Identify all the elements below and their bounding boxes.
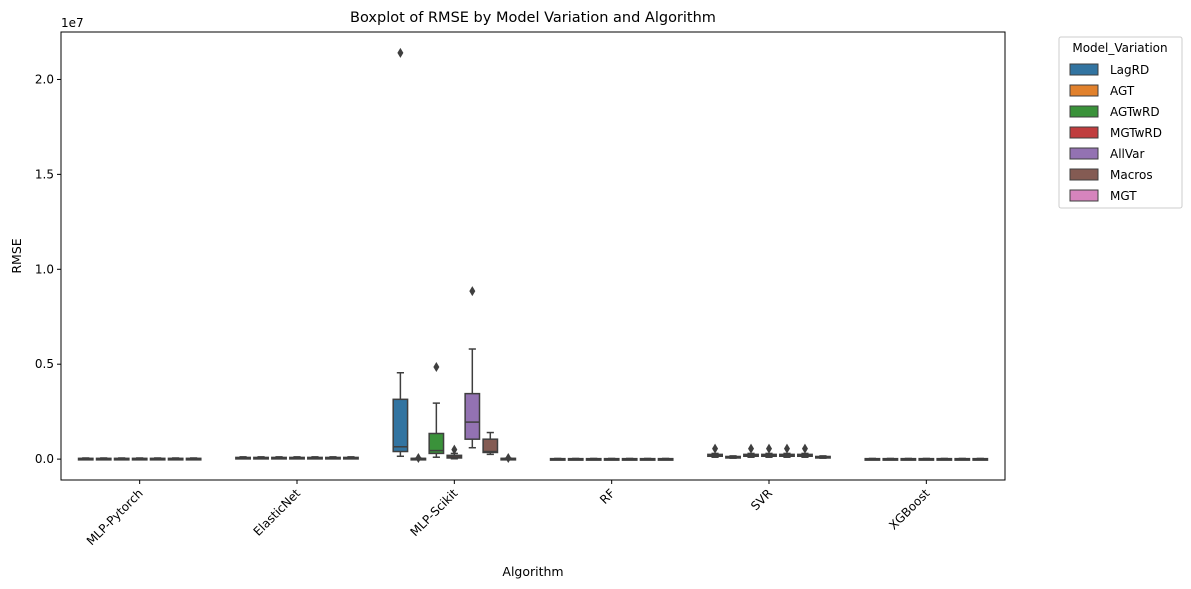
outlier-marker (505, 452, 512, 463)
box-agtwrd-elasticnet (271, 456, 287, 460)
box-mgtwrd-mlp-pytorch (131, 457, 148, 461)
legend-swatch-mgt (1069, 189, 1099, 202)
box-allvar-mlp-scikit (464, 286, 481, 449)
x-axis-label: Algorithm (502, 564, 563, 579)
box-macros-elasticnet (325, 456, 341, 460)
legend-swatch-mgtwrd (1069, 126, 1099, 139)
box-body (392, 398, 409, 453)
legend-label-allvar: AllVar (1110, 147, 1145, 161)
box-allvar-xgboost (936, 457, 953, 461)
legend-swatch-agt (1069, 84, 1099, 97)
box-agtwrd-rf (585, 457, 602, 461)
box-agtwrd-mlp-pytorch (113, 457, 130, 461)
outlier-marker (397, 47, 404, 58)
x-tick-label: RF (597, 486, 618, 507)
box-mgt-mlp-scikit (500, 452, 517, 463)
box-agtwrd-mlp-scikit (428, 362, 445, 458)
chart-title: Boxplot of RMSE by Model Variation and A… (350, 10, 716, 26)
x-tick-label: ElasticNet (251, 486, 304, 539)
outlier-marker (801, 443, 808, 454)
y-axis-offset-text: 1e7 (61, 16, 84, 30)
legend-label-agt: AGT (1110, 84, 1135, 98)
box-allvar-rf (621, 457, 638, 461)
box-lagrd-svr (707, 443, 723, 458)
box-body (428, 432, 445, 455)
box-lagrd-mlp-pytorch (77, 457, 94, 461)
y-axis-ticks: 0.0 0.5 1.0 1.5 2.0 (35, 72, 61, 466)
box-lagrd-xgboost (864, 457, 881, 461)
x-axis-ticks: MLP-Pytorch ElasticNet MLP-Scikit RF SVR XGBo… (84, 480, 933, 548)
box-lagrd-rf (549, 457, 566, 461)
x-tick-label: MLP-Scikit (407, 486, 460, 539)
legend-swatch-macros (1069, 168, 1099, 181)
y-axis-label: RMSE (9, 238, 24, 273)
box-mgtwrd-mlp-scikit (446, 444, 463, 460)
box-body (464, 392, 481, 440)
outlier-marker (766, 443, 772, 454)
box-agt-svr (725, 455, 741, 459)
box-mgtwrd-rf (603, 457, 620, 461)
box-macros-mlp-scikit (482, 431, 499, 456)
legend-swatch-allvar (1069, 147, 1099, 160)
y-tick-label: 1.0 (35, 262, 54, 276)
outlier-marker (415, 452, 422, 463)
legend: Model_Variation LagRD AGT AGTwRD MGTwRD AllV… (1058, 36, 1183, 209)
box-agtwrd-xgboost (900, 457, 917, 461)
legend-label-mgt: MGT (1110, 189, 1137, 203)
x-tick-label: XGBoost (886, 486, 932, 532)
box-agtwrd-svr (743, 443, 759, 458)
outlier-marker (712, 443, 719, 454)
box-agt-xgboost (882, 457, 899, 461)
legend-title: Model_Variation (1072, 41, 1167, 55)
legend-label-macros: Macros (1110, 168, 1153, 182)
plot-marks (77, 47, 989, 463)
box-allvar-mlp-pytorch (149, 457, 166, 461)
box-mgtwrd-elasticnet (289, 456, 305, 460)
box-agt-mlp-pytorch (95, 457, 112, 461)
y-tick-label: 0.0 (35, 452, 54, 466)
box-macros-mlp-pytorch (167, 457, 184, 461)
legend-label-lagrd: LagRD (1110, 63, 1149, 77)
outlier-marker (469, 286, 476, 297)
y-tick-label: 1.5 (35, 167, 54, 181)
box-mgtwrd-xgboost (918, 457, 935, 461)
box-allvar-svr (779, 443, 795, 458)
box-body (482, 438, 499, 454)
box-mgt-elasticnet (343, 456, 359, 460)
box-macros-svr (797, 443, 813, 458)
box-agt-rf (567, 457, 584, 461)
box-macros-xgboost (954, 457, 971, 461)
box-mgt-xgboost (972, 457, 989, 461)
legend-frame (1058, 36, 1183, 209)
box-macros-rf (639, 457, 656, 461)
legend-label-agtwrd: AGTwRD (1110, 105, 1160, 119)
box-agt-elasticnet (253, 456, 269, 460)
outlier-marker (783, 443, 790, 454)
y-tick-label: 0.5 (35, 357, 54, 371)
x-tick-label: MLP-Pytorch (84, 486, 146, 548)
box-mgtwrd-svr (761, 443, 777, 458)
box-agt-mlp-scikit (410, 452, 427, 463)
outlier-marker (748, 443, 755, 454)
box-lagrd-mlp-scikit (392, 47, 409, 458)
outlier-marker (451, 444, 458, 455)
box-allvar-elasticnet (307, 456, 323, 460)
box-lagrd-elasticnet (235, 456, 251, 460)
x-tick-label: SVR (748, 486, 775, 513)
box-mgt-rf (657, 457, 674, 461)
legend-label-mgtwrd: MGTwRD (1110, 126, 1162, 140)
box-mgt-svr (815, 455, 831, 459)
legend-swatch-lagrd (1069, 63, 1099, 76)
legend-swatch-agtwrd (1069, 105, 1099, 118)
outlier-marker (433, 362, 440, 373)
plot-frame (60, 31, 1006, 481)
box-mgt-mlp-pytorch (185, 457, 202, 461)
y-tick-label: 2.0 (35, 72, 54, 86)
